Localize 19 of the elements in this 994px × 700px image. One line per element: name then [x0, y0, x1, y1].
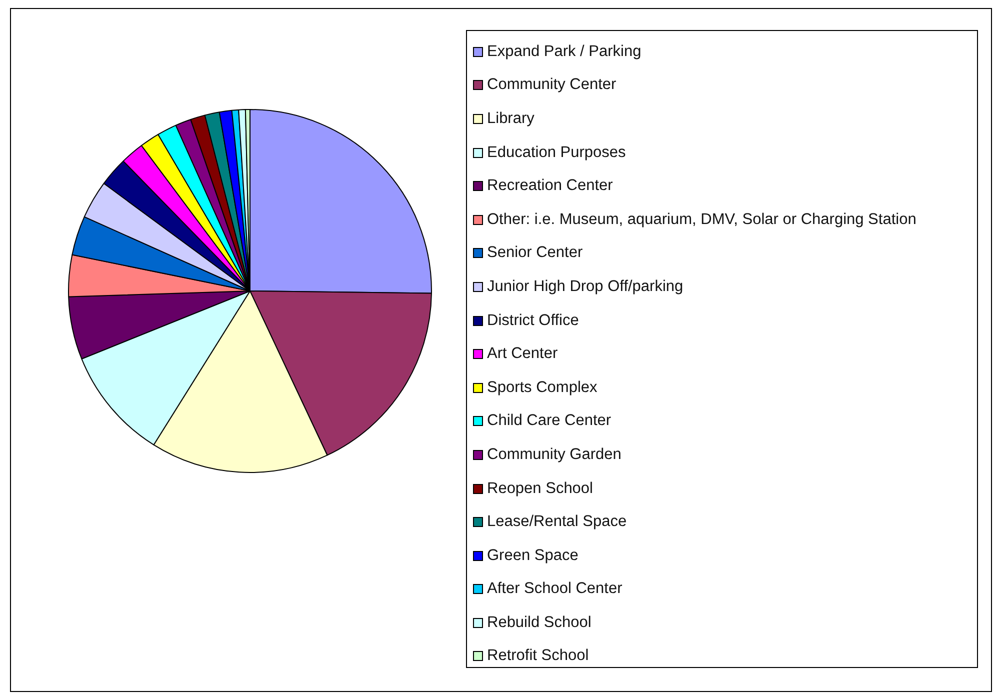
legend-label: Community Garden [487, 446, 622, 464]
legend-label: Lease/Rental Space [487, 513, 627, 532]
legend-label: Education Purposes [487, 144, 626, 162]
legend-label: Green Space [487, 546, 578, 565]
legend-label: Expand Park / Parking [487, 42, 642, 61]
legend-label: Library [487, 110, 534, 128]
legend-label: Rebuild School [487, 614, 592, 632]
legend-label: Junior High Drop Off/parking [487, 278, 684, 296]
legend-label: Reopen School [487, 480, 593, 498]
legend-label: Retrofit School [487, 647, 589, 666]
legend-label: Community Center [487, 76, 616, 94]
legend-label: District Office [487, 312, 579, 330]
legend-label: Senior Center [487, 244, 583, 262]
legend-label: Sports Complex [487, 378, 598, 397]
legend-label: Other: i.e. Museum, aquarium, DMV, Solar or Charging Station [487, 210, 916, 229]
legend-label: After School Center [487, 580, 622, 598]
legend-label: Recreation Center [487, 177, 613, 196]
legend-label: Child Care Center [487, 412, 612, 430]
legend-label: Art Center [487, 345, 558, 364]
